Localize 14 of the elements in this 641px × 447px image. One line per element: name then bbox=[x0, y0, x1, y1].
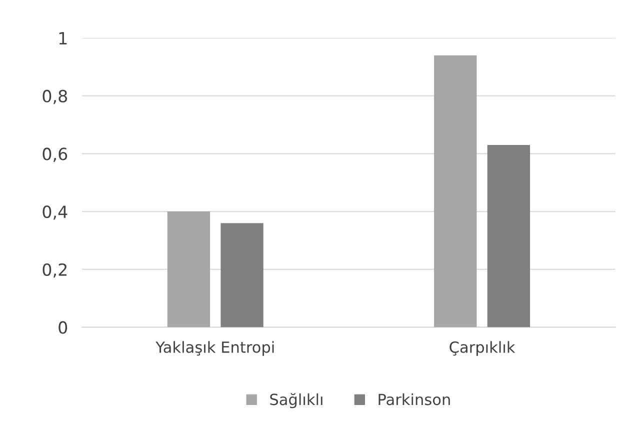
bar bbox=[487, 145, 530, 328]
legend-label: Parkinson bbox=[378, 393, 450, 406]
x-tick-label: Çarpıklık bbox=[450, 341, 516, 356]
bar bbox=[167, 212, 210, 328]
bar bbox=[220, 223, 264, 328]
bar bbox=[434, 55, 477, 328]
y-tick-label: 0,2 bbox=[42, 263, 66, 278]
legend-label: Sağlıklı bbox=[270, 393, 322, 408]
y-tick-label: 0 bbox=[58, 321, 68, 334]
y-tick-label: 0,6 bbox=[42, 148, 68, 162]
y-tick-label: 1 bbox=[59, 32, 67, 44]
y-tick-label: 0,4 bbox=[42, 205, 68, 220]
x-tick-label: Yaklaşık Entropi bbox=[156, 341, 274, 356]
y-tick-label: 0,8 bbox=[42, 90, 68, 104]
